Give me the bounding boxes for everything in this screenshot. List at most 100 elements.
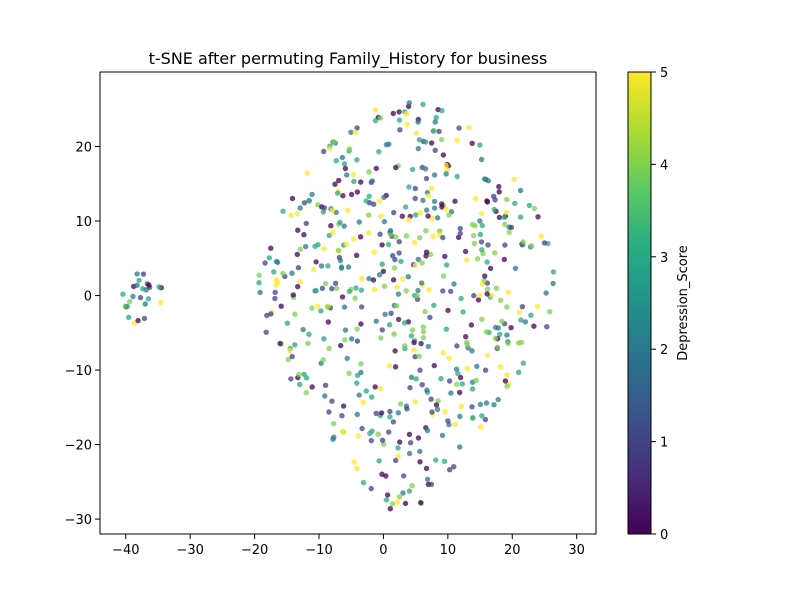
- colorbar-tick-label: 0: [660, 528, 668, 543]
- scatter-point: [502, 222, 507, 227]
- y-tick-label: 10: [75, 215, 92, 230]
- scatter-point: [401, 473, 406, 478]
- scatter-point: [344, 241, 349, 246]
- scatter-point: [395, 445, 400, 450]
- scatter-point: [441, 273, 446, 278]
- scatter-point: [347, 146, 352, 151]
- scatter-point: [304, 221, 309, 226]
- scatter-point: [387, 363, 392, 368]
- scatter-point: [431, 234, 436, 239]
- scatter-point: [330, 208, 335, 213]
- scatter-point: [318, 308, 323, 313]
- scatter-point: [329, 399, 334, 404]
- scatter-point: [369, 486, 374, 491]
- scatter-point: [355, 433, 360, 438]
- scatter-point: [264, 330, 269, 335]
- scatter-point: [443, 163, 448, 168]
- scatter-point: [445, 418, 450, 423]
- colorbar-tick-label: 3: [660, 251, 668, 266]
- scatter-point: [409, 483, 414, 488]
- scatter-point: [418, 341, 423, 346]
- scatter-point: [387, 322, 392, 327]
- scatter-point: [277, 341, 282, 346]
- scatter-point: [478, 402, 483, 407]
- scatter-point: [273, 283, 278, 288]
- scatter-point: [304, 375, 309, 380]
- scatter-point: [428, 397, 433, 402]
- scatter-point: [358, 321, 363, 326]
- scatter-point: [319, 263, 324, 268]
- scatter-point: [414, 293, 419, 298]
- x-tick-label: 10: [440, 543, 457, 558]
- scatter-point: [256, 273, 261, 278]
- scatter-point: [504, 384, 509, 389]
- scatter-point: [378, 213, 383, 218]
- scatter-point: [321, 336, 326, 341]
- scatter-point: [289, 271, 294, 276]
- scatter-point: [379, 472, 384, 477]
- scatter-point: [417, 137, 422, 142]
- scatter-point: [309, 305, 314, 310]
- scatter-point: [425, 213, 430, 218]
- scatter-point: [454, 382, 459, 387]
- scatter-points: [120, 100, 556, 511]
- scatter-point: [326, 409, 331, 414]
- scatter-point: [444, 171, 449, 176]
- x-tick-label: 30: [568, 543, 585, 558]
- scatter-point: [396, 410, 401, 415]
- scatter-point: [342, 304, 347, 309]
- scatter-point: [543, 290, 548, 295]
- scatter-point: [342, 223, 347, 228]
- scatter-point: [520, 304, 525, 309]
- scatter-point: [404, 122, 409, 127]
- scatter-point: [531, 324, 536, 329]
- scatter-point: [465, 342, 470, 347]
- scatter-point: [379, 242, 384, 247]
- scatter-point: [431, 303, 436, 308]
- scatter-point: [421, 329, 426, 334]
- scatter-point: [432, 199, 437, 204]
- scatter-point: [504, 197, 509, 202]
- scatter-point: [387, 409, 392, 414]
- scatter-point: [374, 166, 379, 171]
- y-tick-label: −30: [65, 513, 92, 528]
- scatter-point: [326, 346, 331, 351]
- scatter-point: [448, 289, 453, 294]
- scatter-point: [406, 184, 411, 189]
- scatter-point: [544, 324, 549, 329]
- scatter-point: [351, 459, 356, 464]
- scatter-point: [396, 250, 401, 255]
- scatter-point: [358, 234, 363, 239]
- scatter-point: [504, 332, 509, 337]
- scatter-point: [402, 320, 407, 325]
- scatter-point: [314, 288, 319, 293]
- scatter-point: [394, 303, 399, 308]
- scatter-point: [469, 322, 474, 327]
- scatter-point: [335, 190, 340, 195]
- scatter-point: [349, 336, 354, 341]
- scatter-point: [138, 295, 143, 300]
- scatter-point: [329, 286, 334, 291]
- scatter-point: [508, 325, 513, 330]
- scatter-point: [407, 100, 412, 105]
- scatter-point: [336, 248, 341, 253]
- scatter-point: [354, 157, 359, 162]
- scatter-point: [388, 506, 393, 511]
- scatter-point: [496, 184, 501, 189]
- scatter-point: [354, 466, 359, 471]
- scatter-point: [285, 321, 290, 326]
- scatter-point: [447, 355, 452, 360]
- scatter-point: [372, 287, 377, 292]
- scatter-point: [459, 404, 464, 409]
- scatter-point: [424, 466, 429, 471]
- scatter-point: [447, 467, 452, 472]
- scatter-point: [479, 239, 484, 244]
- scatter-point: [367, 194, 372, 199]
- scatter-point: [340, 429, 345, 434]
- scatter-point: [306, 332, 311, 337]
- scatter-point: [455, 371, 460, 376]
- scatter-point: [287, 348, 292, 353]
- scatter-point: [352, 296, 357, 301]
- scatter-point: [339, 265, 344, 270]
